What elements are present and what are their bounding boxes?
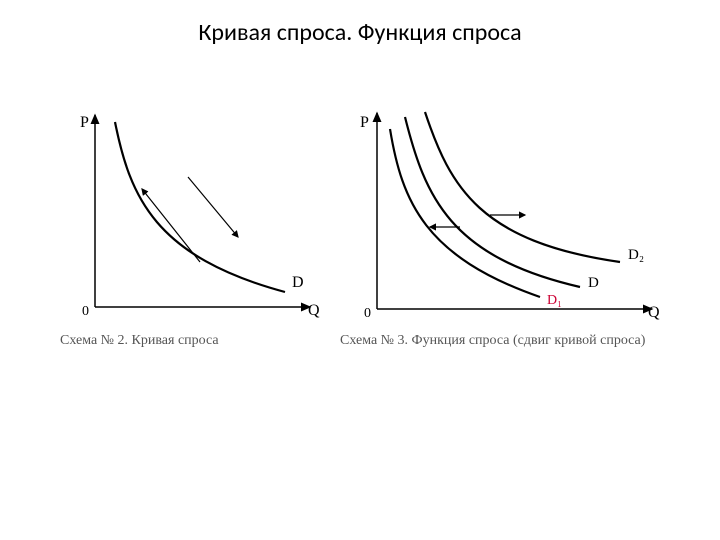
- chart2-label-origin: 0: [364, 306, 371, 321]
- chart2-label-P: P: [360, 114, 369, 131]
- chart1-label-P: P: [80, 114, 89, 131]
- chart-demand-curve: P Q 0 D Схема № 2. Кривая спроса: [60, 107, 320, 349]
- chart1-arrow-up: [142, 189, 200, 262]
- chart1-label-D: D: [292, 274, 304, 291]
- chart1-svg: P Q 0 D: [60, 107, 320, 327]
- charts-row: P Q 0 D Схема № 2. Кривая спроса: [0, 107, 720, 349]
- chart2-label-D2: D₂: [628, 247, 644, 263]
- chart2-caption: Схема № 3. Функция спроса (сдвиг кривой …: [340, 333, 660, 349]
- chart-demand-function: P Q 0 D D₁ D₂ Схема № 3. Функция спроса …: [340, 107, 660, 349]
- chart2-label-Q: Q: [648, 304, 660, 321]
- chart2-curve-left: [390, 129, 540, 297]
- page-title: Кривая спроса. Функция спроса: [0, 0, 720, 47]
- chart1-label-origin: 0: [82, 304, 89, 319]
- chart2-curve-main: [405, 117, 580, 287]
- chart1-label-Q: Q: [308, 302, 320, 319]
- chart2-svg: P Q 0 D D₁ D₂: [340, 107, 660, 327]
- chart2-label-D: D: [588, 275, 599, 291]
- chart2-curve-right: [425, 112, 620, 262]
- chart1-arrow-down: [188, 177, 238, 237]
- chart2-label-D1: D₁: [547, 293, 562, 308]
- chart1-caption: Схема № 2. Кривая спроса: [60, 333, 320, 349]
- chart1-demand-curve: [115, 122, 285, 292]
